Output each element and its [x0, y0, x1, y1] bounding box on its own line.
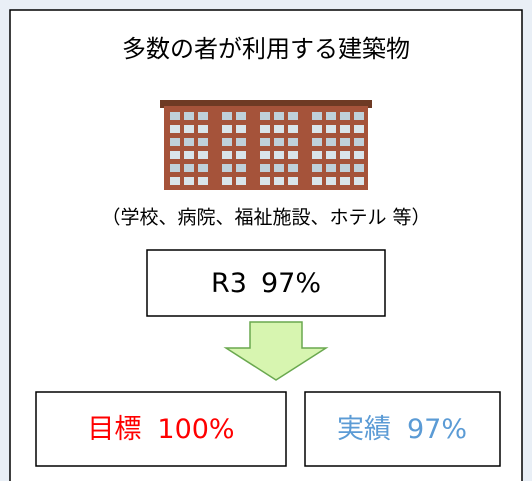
building-window	[236, 112, 246, 120]
building-window	[184, 164, 194, 172]
diagram: 多数の者が利用する建築物 （学校、病院、福祉施設、ホテル 等） R3 97% 目標…	[0, 0, 532, 481]
building-window	[222, 164, 232, 172]
building-window	[340, 151, 350, 159]
actual-value: 97%	[407, 414, 467, 445]
building-window	[288, 151, 298, 159]
actual-label: 実績	[337, 414, 391, 445]
building-window	[274, 151, 284, 159]
building-window	[222, 125, 232, 133]
building-window	[260, 125, 270, 133]
building-window	[170, 112, 180, 120]
building-window	[288, 177, 298, 185]
building-window	[274, 164, 284, 172]
building-window	[222, 138, 232, 146]
building-window	[326, 125, 336, 133]
building-window	[340, 138, 350, 146]
building-window	[274, 138, 284, 146]
building-window	[170, 164, 180, 172]
building-window	[340, 125, 350, 133]
building-window	[354, 125, 364, 133]
building-window	[274, 112, 284, 120]
building-window	[354, 177, 364, 185]
building-window	[354, 164, 364, 172]
building-window	[326, 164, 336, 172]
target-value: 100%	[157, 414, 234, 445]
building-window	[340, 177, 350, 185]
building-window	[184, 125, 194, 133]
building-window	[326, 112, 336, 120]
title: 多数の者が利用する建築物	[122, 35, 410, 63]
page: {"title": "多数の者が利用する建築物", "caption": "（学…	[0, 0, 532, 481]
building-window	[274, 177, 284, 185]
building-window	[354, 138, 364, 146]
building-window	[170, 151, 180, 159]
building-window	[184, 112, 194, 120]
building-icon	[160, 100, 372, 190]
building-window	[260, 112, 270, 120]
building-window	[222, 151, 232, 159]
building-window	[288, 112, 298, 120]
building-window	[198, 112, 208, 120]
building-window	[236, 177, 246, 185]
building-window	[184, 138, 194, 146]
building-window	[312, 138, 322, 146]
building-window	[236, 151, 246, 159]
building-window	[288, 138, 298, 146]
building-window	[340, 112, 350, 120]
building-window	[354, 112, 364, 120]
building-window	[340, 164, 350, 172]
building-window	[312, 164, 322, 172]
building-window	[288, 125, 298, 133]
building-window	[326, 138, 336, 146]
building-window	[274, 125, 284, 133]
target-label: 目標	[87, 414, 141, 445]
building-window	[312, 177, 322, 185]
building-window	[312, 151, 322, 159]
building-window	[354, 151, 364, 159]
building-window	[198, 177, 208, 185]
building-window	[170, 125, 180, 133]
building-window	[198, 138, 208, 146]
current-text: R3 97%	[211, 268, 321, 299]
building-window	[198, 125, 208, 133]
building-window	[198, 164, 208, 172]
building-window	[312, 125, 322, 133]
building-window	[312, 112, 322, 120]
building-window	[198, 151, 208, 159]
current-label: R3	[211, 268, 247, 299]
caption: （学校、病院、福祉施設、ホテル 等）	[101, 207, 430, 229]
target-text: 目標 100%	[87, 414, 234, 445]
building-window	[170, 177, 180, 185]
building-window	[222, 177, 232, 185]
building-window	[326, 177, 336, 185]
building-window	[260, 164, 270, 172]
building-window	[260, 151, 270, 159]
building-window	[236, 125, 246, 133]
actual-box	[305, 392, 500, 466]
building-window	[184, 151, 194, 159]
building-window	[260, 177, 270, 185]
building-window	[222, 112, 232, 120]
building-window	[288, 164, 298, 172]
building-window	[236, 138, 246, 146]
building-window	[260, 138, 270, 146]
building-window	[236, 164, 246, 172]
current-value: 97%	[261, 268, 321, 299]
building-window	[184, 177, 194, 185]
building-window	[326, 151, 336, 159]
building-window	[170, 138, 180, 146]
